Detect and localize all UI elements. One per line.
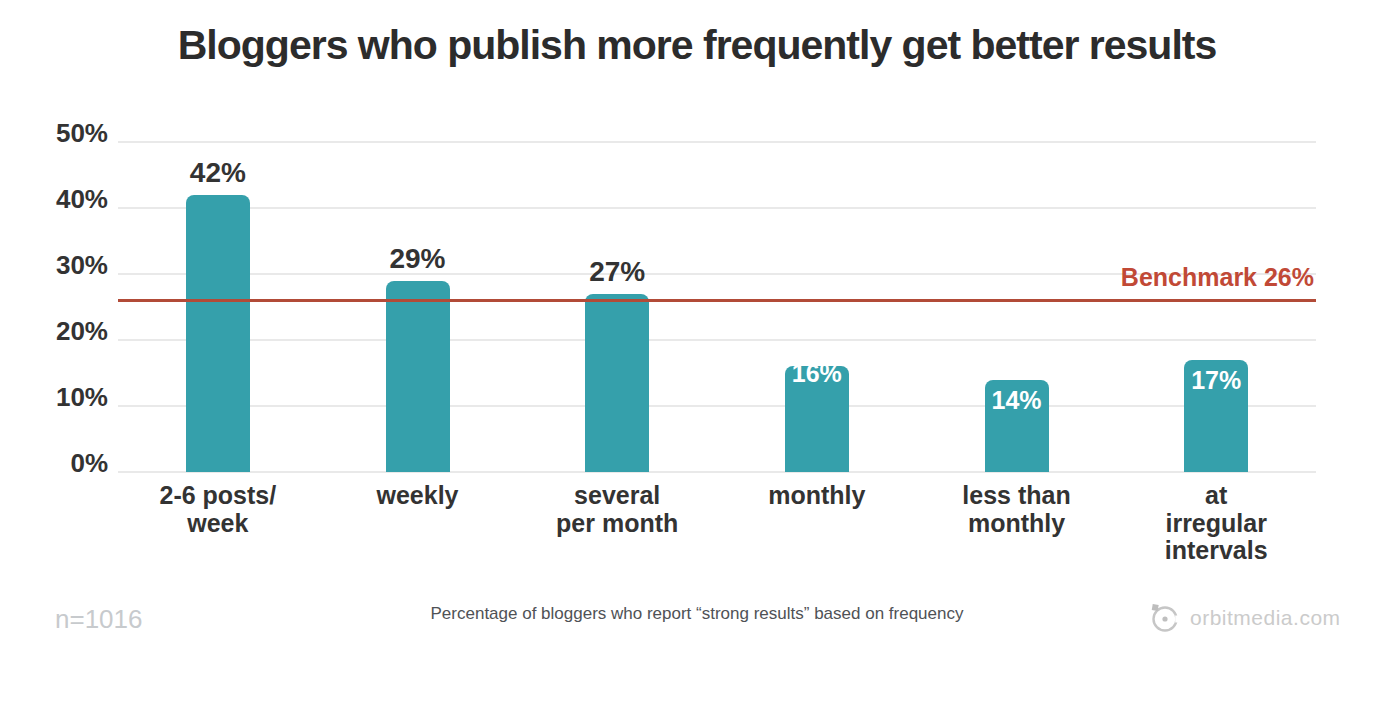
orbit-icon bbox=[1148, 600, 1182, 636]
bar: 16% bbox=[785, 366, 849, 472]
benchmark-label: Benchmark 26% bbox=[1121, 263, 1314, 292]
bar-value-label: 17% bbox=[1184, 366, 1248, 395]
y-axis-tick-label: 30% bbox=[26, 250, 108, 280]
bar-column: 16% bbox=[717, 142, 917, 472]
bar-value-label: 29% bbox=[389, 243, 445, 275]
bar: 14% bbox=[985, 380, 1049, 472]
bar: 27% bbox=[585, 294, 649, 472]
bar-value-label: 42% bbox=[190, 157, 246, 189]
bar: 29% bbox=[386, 281, 450, 472]
y-axis-tick-label: 40% bbox=[26, 184, 108, 214]
y-axis-tick-label: 50% bbox=[26, 118, 108, 148]
category-label: 2-6 posts/week bbox=[118, 482, 318, 565]
plot-area: 50%40%30%20%10%0%42%29%27%16%14%17%Bench… bbox=[118, 142, 1316, 472]
bar-value-label: 16% bbox=[785, 366, 849, 388]
category-label: weekly bbox=[318, 482, 518, 565]
bar-value-label: 27% bbox=[589, 256, 645, 288]
category-label: severalper month bbox=[517, 482, 717, 565]
infographic-canvas: Bloggers who publish more frequently get… bbox=[0, 0, 1394, 702]
bar-column: 27% bbox=[517, 142, 717, 472]
category-label: monthly bbox=[717, 482, 917, 565]
chart-title: Bloggers who publish more frequently get… bbox=[0, 22, 1394, 69]
y-axis-tick-label: 10% bbox=[26, 382, 108, 412]
bar: 17% bbox=[1184, 360, 1248, 472]
bar: 42% bbox=[186, 195, 250, 472]
y-axis-tick-label: 0% bbox=[26, 448, 108, 478]
bar-value-label: 14% bbox=[985, 386, 1049, 415]
brand-name: orbitmedia.com bbox=[1190, 606, 1341, 630]
x-axis-category-labels: 2-6 posts/weekweeklyseveralper monthmont… bbox=[118, 482, 1316, 565]
category-label: atirregularintervals bbox=[1116, 482, 1316, 565]
bar-column: 29% bbox=[318, 142, 518, 472]
brand-logo: orbitmedia.com bbox=[1148, 600, 1341, 636]
bar-column: 14% bbox=[917, 142, 1117, 472]
benchmark-line bbox=[118, 299, 1316, 302]
bar-column: 42% bbox=[118, 142, 318, 472]
bars-row: 42% 29% 27% 16% 14% 17% bbox=[118, 142, 1316, 472]
y-axis-tick-label: 20% bbox=[26, 316, 108, 346]
category-label: less thanmonthly bbox=[917, 482, 1117, 565]
bar-column: 17% bbox=[1116, 142, 1316, 472]
